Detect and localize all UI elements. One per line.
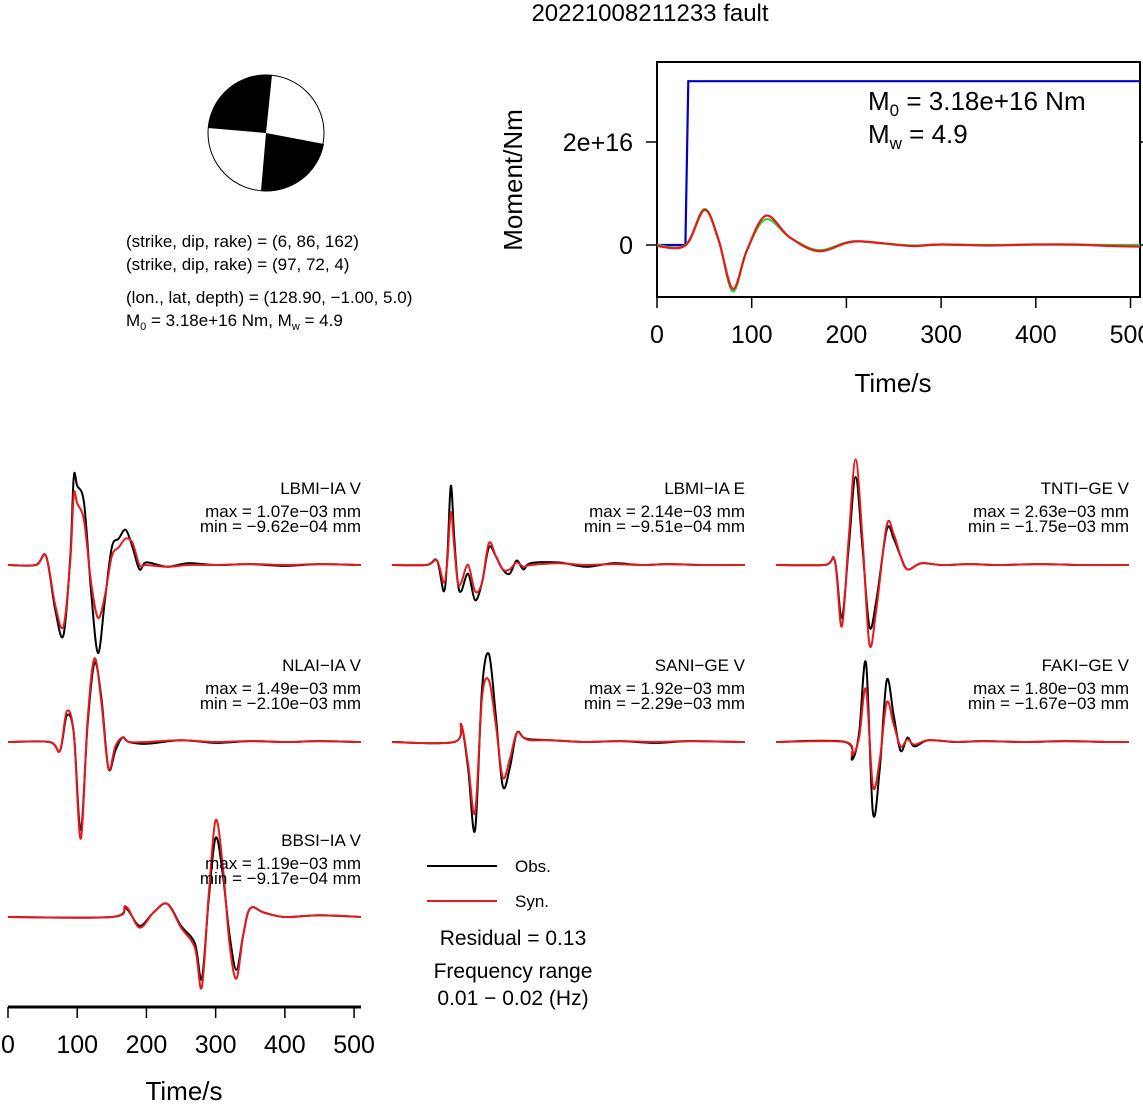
station-min-label: min = −9.17e−04 mm	[200, 869, 361, 888]
station-label: LBMI−IA E	[664, 479, 745, 498]
stf-xlabel: Time/s	[854, 368, 931, 398]
frequency-value: 0.01 − 0.02 (Hz)	[437, 987, 588, 1010]
stf-xtick-label: 300	[920, 321, 962, 349]
station-max-label: max = 1.49e−03 mm	[205, 679, 361, 698]
station-min-label: min = −1.75e−03 mm	[968, 517, 1129, 536]
observed-trace	[775, 475, 1130, 630]
stf-xtick-label: 100	[731, 321, 773, 349]
legend: Obs. Syn.	[427, 857, 551, 911]
station-max-label: max = 1.19e−03 mm	[205, 854, 361, 873]
station-max-label: max = 1.92e−03 mm	[589, 679, 745, 698]
stf-mw-label: Mw = 4.9	[868, 119, 968, 153]
station-max-label: max = 2.63e−03 mm	[973, 502, 1129, 521]
synthetic-trace	[391, 511, 746, 594]
frequency-label: Frequency range	[434, 960, 593, 983]
stf-xtick-label: 0	[650, 321, 664, 349]
moment-text: M0 = 3.18e+16 Nm, Mw = 4.9	[126, 311, 343, 333]
wave-xtick-label: 500	[333, 1031, 375, 1059]
synthetic-trace	[391, 677, 746, 816]
stf-m0-label: M0 = 3.18e+16 Nm	[868, 86, 1086, 120]
stf-ytick-label: 2e+16	[563, 129, 633, 157]
wave-xlabel: Time/s	[145, 1076, 222, 1104]
waveform-x-axis: 0 100 200 300 400 500	[1, 1005, 375, 1059]
stf-cumulative-moment-line	[657, 80, 1140, 247]
legend-syn-label: Syn.	[515, 892, 549, 911]
station-label: LBMI−IA V	[280, 479, 361, 498]
station-min-label: min = −2.29e−03 mm	[584, 694, 745, 713]
synthetic-trace	[7, 657, 362, 840]
station-label: TNTI−GE V	[1041, 479, 1130, 498]
synthetic-trace	[7, 490, 362, 630]
station-min-label: min = −2.10e−03 mm	[200, 694, 361, 713]
stf-panel: M0 = 3.18e+16 Nm Mw = 4.9 Moment/Nm Time…	[498, 61, 1143, 398]
stf-ylabel: Moment/Nm	[498, 109, 528, 251]
wave-xtick-label: 100	[56, 1031, 98, 1059]
wave-xtick-label: 300	[195, 1031, 237, 1059]
nodal-plane-1: (strike, dip, rake) = (6, 86, 162)	[126, 232, 359, 251]
synthetic-trace	[7, 818, 362, 990]
station-label: SANI−GE V	[655, 656, 746, 675]
station-label: FAKI−GE V	[1042, 656, 1130, 675]
station-min-label: min = −9.51e−04 mm	[584, 517, 745, 536]
synthetic-trace	[775, 687, 1130, 790]
wave-xtick-label: 0	[1, 1031, 15, 1059]
stf-xtick-label: 200	[826, 321, 868, 349]
stf-ytick-label: 0	[619, 232, 633, 260]
figure-title: 20221008211233 fault	[531, 0, 768, 27]
station-max-label: max = 2.14e−03 mm	[589, 502, 745, 521]
stf-xtick-label: 500	[1110, 321, 1143, 349]
beachball	[207, 74, 325, 192]
beachball-compression-upper	[208, 74, 272, 133]
wave-xtick-label: 200	[126, 1031, 168, 1059]
legend-obs-label: Obs.	[515, 857, 551, 876]
station-min-label: min = −9.62e−04 mm	[200, 517, 361, 536]
station-label: NLAI−IA V	[282, 656, 362, 675]
beachball-compression-lower	[261, 133, 324, 192]
location-text: (lon., lat, depth) = (128.90, −1.00, 5.0…	[126, 288, 412, 307]
stf-xtick-label: 400	[1015, 321, 1057, 349]
stf-frame	[656, 61, 1141, 298]
wave-xtick-label: 400	[264, 1031, 306, 1059]
residual-text: Residual = 0.13	[440, 927, 587, 950]
stf-moment-rate-red-line	[656, 208, 1141, 290]
station-max-label: max = 1.07e−03 mm	[205, 502, 361, 521]
station-label: BBSI−IA V	[281, 831, 362, 850]
station-max-label: max = 1.80e−03 mm	[973, 679, 1129, 698]
synthetic-trace	[775, 458, 1130, 648]
station-min-label: min = −1.67e−03 mm	[968, 694, 1129, 713]
nodal-plane-2: (strike, dip, rake) = (97, 72, 4)	[126, 255, 349, 274]
